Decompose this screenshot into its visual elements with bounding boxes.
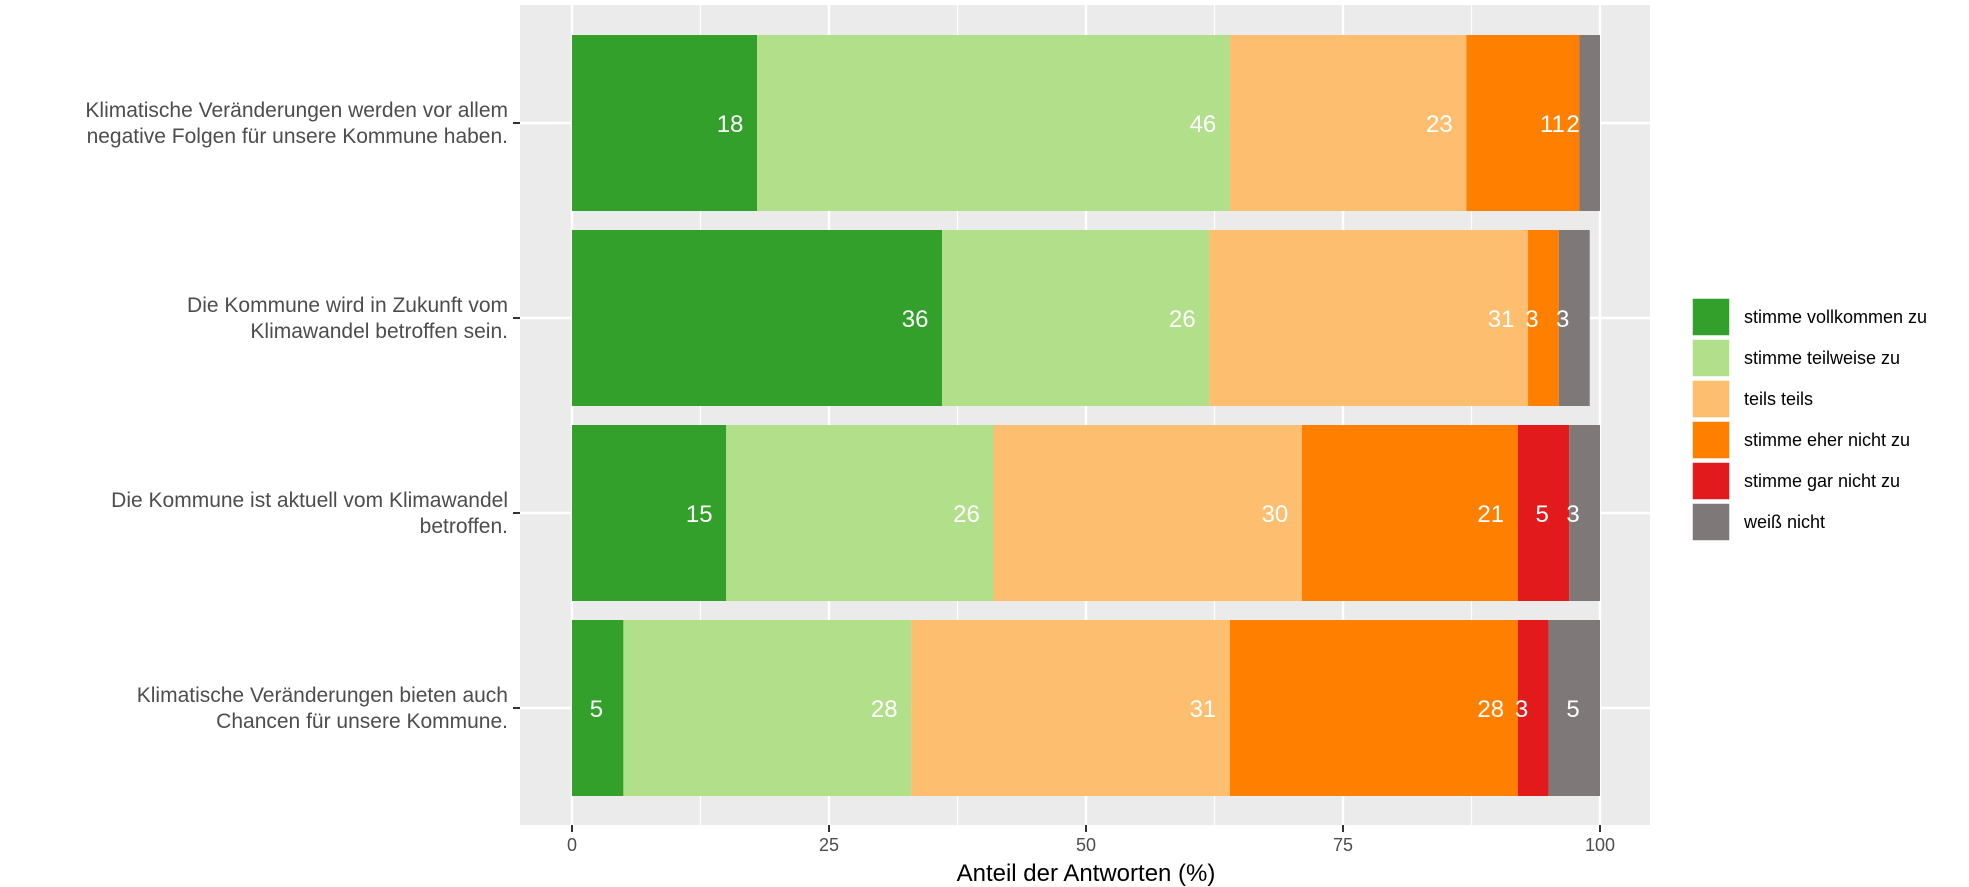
bar-segment <box>757 35 1230 211</box>
data-label: 3 <box>1525 306 1538 333</box>
bar-segment <box>1301 425 1518 601</box>
bar-segment <box>1229 620 1518 796</box>
category-label: Klimawandel betroffen sein. <box>250 320 508 343</box>
data-label: 28 <box>871 696 898 723</box>
x-tick-label: 75 <box>1333 835 1353 855</box>
category-label: Die Kommune ist aktuell vom Klimawandel <box>111 489 508 512</box>
category-label: Die Kommune wird in Zukunft vom <box>187 294 508 317</box>
legend-key <box>1691 461 1731 501</box>
data-label: 30 <box>1262 501 1289 528</box>
category-label: negative Folgen für unsere Kommune haben… <box>87 125 508 148</box>
legend-label: stimme teilweise zu <box>1744 348 1900 368</box>
data-label: 15 <box>686 501 713 528</box>
bar-segment <box>1569 425 1600 601</box>
bar-segment <box>1517 620 1549 796</box>
x-axis: 0 25 50 75 100 <box>567 825 1615 855</box>
data-label: 26 <box>953 501 980 528</box>
data-label: 2 <box>1566 111 1579 138</box>
legend: stimme vollkommen zu stimme teilweise zu t… <box>1691 297 1927 542</box>
data-label: 28 <box>1477 696 1504 723</box>
data-label: 5 <box>1535 501 1548 528</box>
data-label: 5 <box>590 696 603 723</box>
data-label: 23 <box>1426 111 1453 138</box>
legend-key <box>1691 338 1731 378</box>
data-label: 31 <box>1190 696 1217 723</box>
bar-segment <box>942 230 1210 406</box>
legend-key <box>1691 297 1731 337</box>
data-label: 31 <box>1488 306 1515 333</box>
category-label: betroffen. <box>420 515 508 538</box>
legend-key <box>1691 502 1731 542</box>
legend-label: stimme vollkommen zu <box>1744 307 1927 327</box>
legend-label: weiß nicht <box>1743 512 1825 532</box>
legend-key <box>1691 420 1731 460</box>
x-tick-label: 100 <box>1585 835 1615 855</box>
bar-segment <box>1548 620 1600 796</box>
bar-segment <box>572 230 943 406</box>
bar-segment <box>993 425 1302 601</box>
x-tick-label: 25 <box>819 835 839 855</box>
x-tick-label: 50 <box>1076 835 1096 855</box>
bar-segment <box>1579 35 1600 211</box>
bar-segment <box>911 620 1230 796</box>
bar-segment <box>1209 230 1529 406</box>
category-label: Chancen für unsere Kommune. <box>216 710 508 733</box>
data-label: 11 <box>1540 111 1565 138</box>
bar-segment <box>1528 230 1559 406</box>
category-label: Klimatische Veränderungen bieten auch <box>137 684 508 707</box>
bar-segment <box>572 425 727 601</box>
data-label: 5 <box>1566 696 1579 723</box>
data-label: 3 <box>1556 306 1569 333</box>
bar-segment <box>726 425 994 601</box>
y-axis-labels: Klimatische Veränderungen werden vor all… <box>85 99 520 733</box>
bar-segment <box>572 35 758 211</box>
x-axis-title: Anteil der Antworten (%) <box>957 860 1216 887</box>
bar-segment <box>1229 35 1467 211</box>
bar-segment <box>1558 230 1590 406</box>
data-label: 36 <box>902 306 929 333</box>
data-label: 26 <box>1169 306 1196 333</box>
bar-segment <box>572 620 624 796</box>
legend-key <box>1691 379 1731 419</box>
bar-segment <box>1517 425 1570 601</box>
data-label: 21 <box>1477 501 1504 528</box>
bar-segment <box>1466 35 1580 211</box>
data-label: 3 <box>1515 696 1528 723</box>
category-label: Klimatische Veränderungen werden vor all… <box>85 99 508 122</box>
data-label: 18 <box>717 111 744 138</box>
data-label: 3 <box>1566 501 1579 528</box>
x-tick-label: 0 <box>567 835 577 855</box>
data-label: 46 <box>1190 111 1217 138</box>
legend-label: teils teils <box>1744 389 1813 409</box>
legend-label: stimme gar nicht zu <box>1744 471 1900 491</box>
bars: 18 46 23 11 236 26 31 3 315 26 30 21 5 35 28 31 28 3 5 <box>572 35 1600 796</box>
legend-label: stimme eher nicht zu <box>1744 430 1910 450</box>
bar-segment <box>623 620 912 796</box>
